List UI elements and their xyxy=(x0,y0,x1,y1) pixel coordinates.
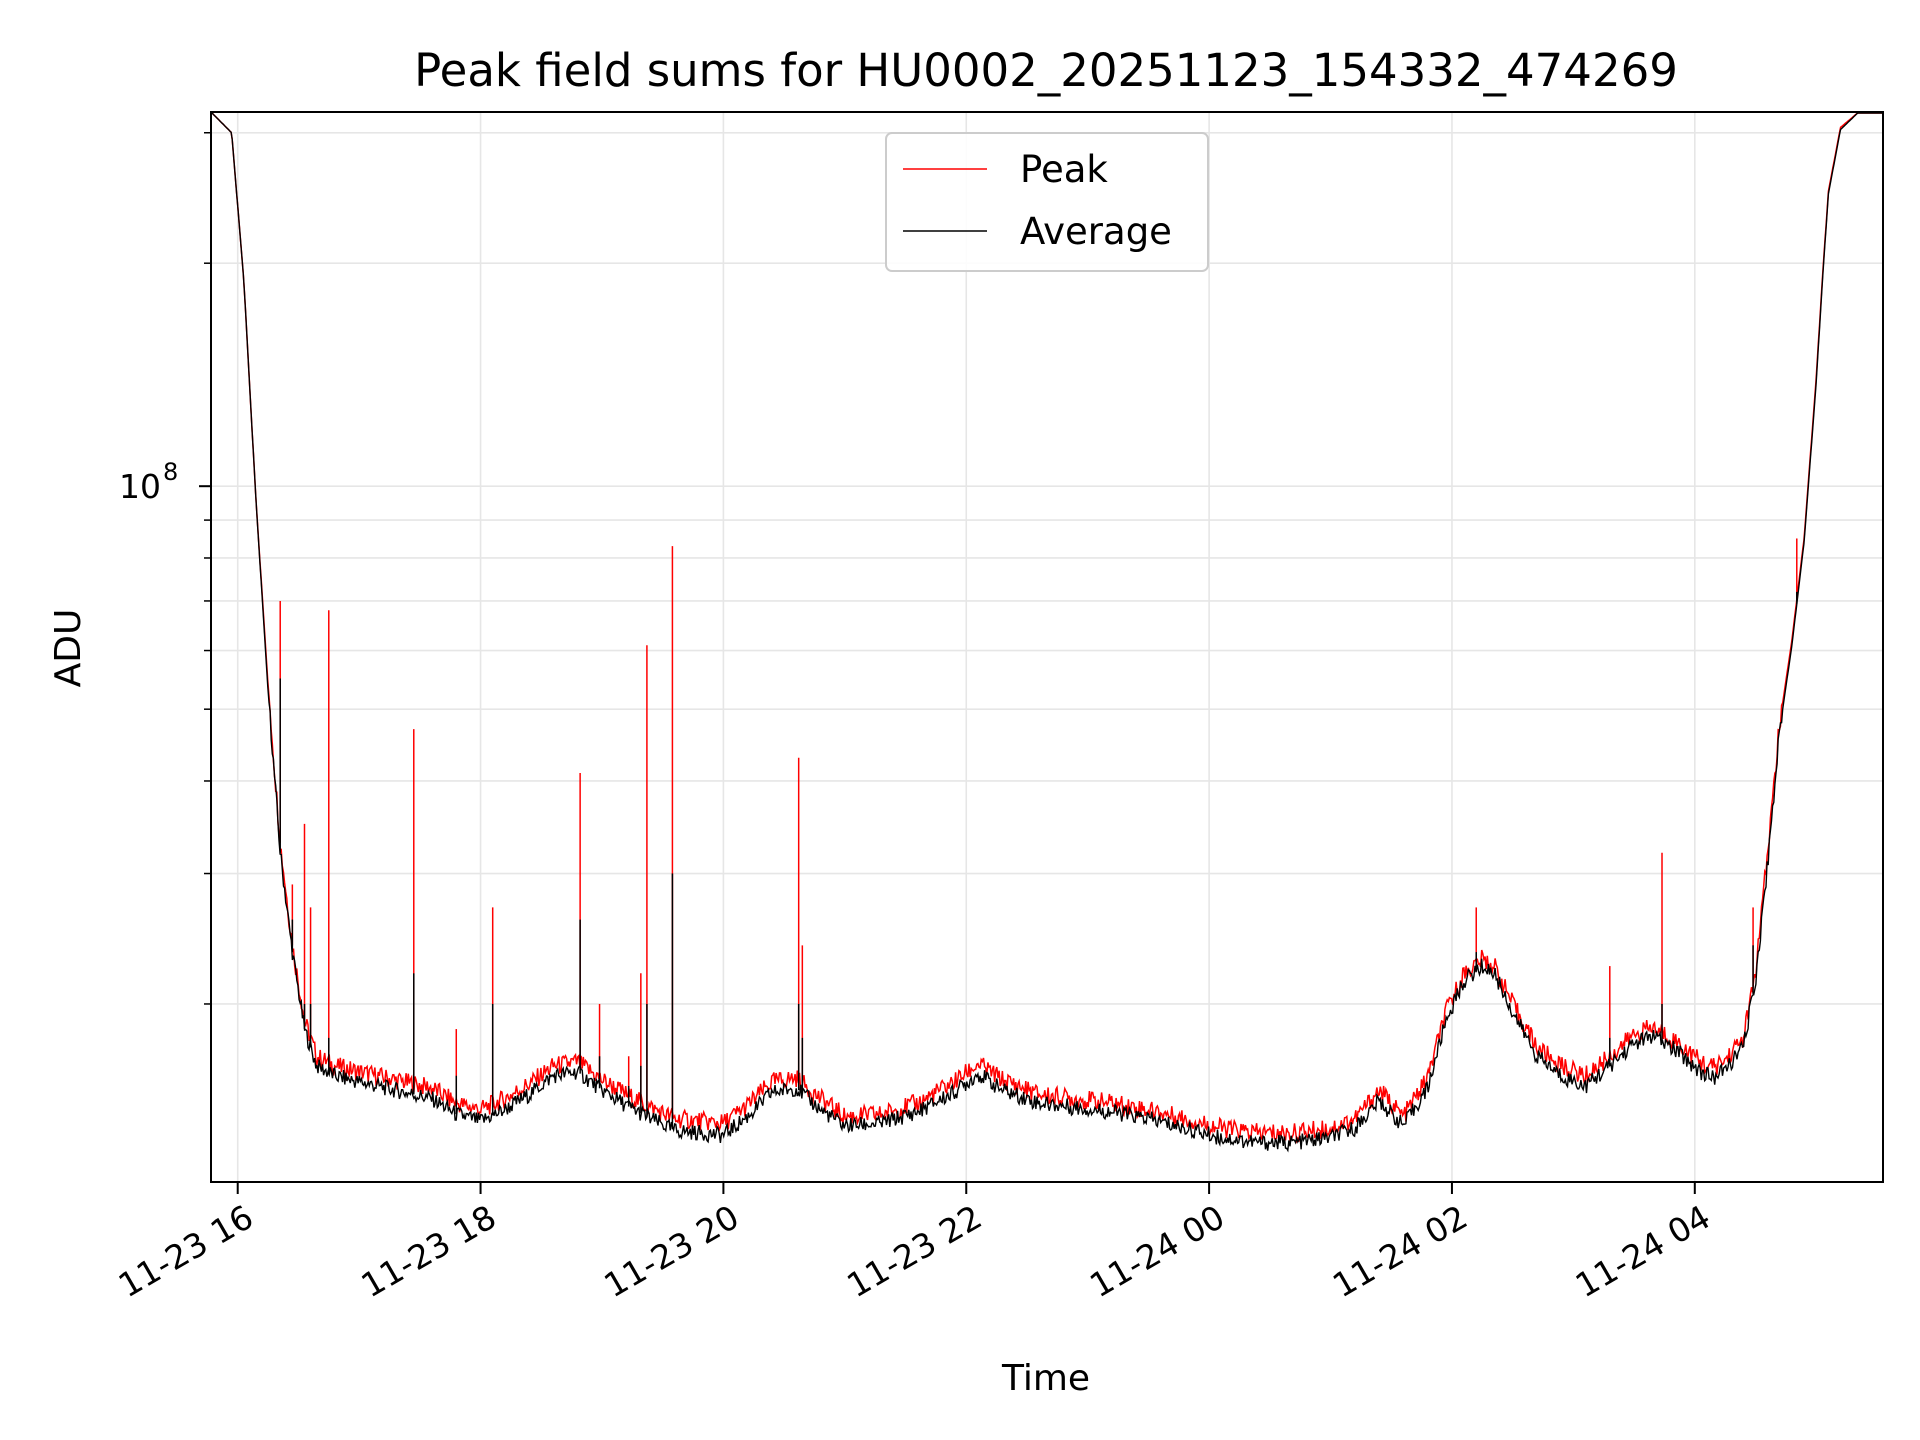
y-axis-label: ADU xyxy=(48,609,89,688)
series-lines xyxy=(210,112,1883,1153)
chart-title: Peak field sums for HU0002_20251123_1543… xyxy=(414,44,1678,97)
grid xyxy=(211,112,1883,1182)
x-axis-label: Time xyxy=(1001,1358,1090,1399)
y-tick-label: 10 xyxy=(119,467,161,506)
y-tick-label-exponent: 8 xyxy=(163,458,178,486)
legend-average-label: Average xyxy=(1020,210,1172,253)
y-axis: 10 8 xyxy=(119,132,211,1005)
legend: Peak Average xyxy=(885,132,1209,272)
plot-frame xyxy=(210,111,1884,1183)
legend-box xyxy=(885,132,1209,272)
average-series-line xyxy=(210,112,1883,1153)
legend-peak-label: Peak xyxy=(1020,148,1108,191)
